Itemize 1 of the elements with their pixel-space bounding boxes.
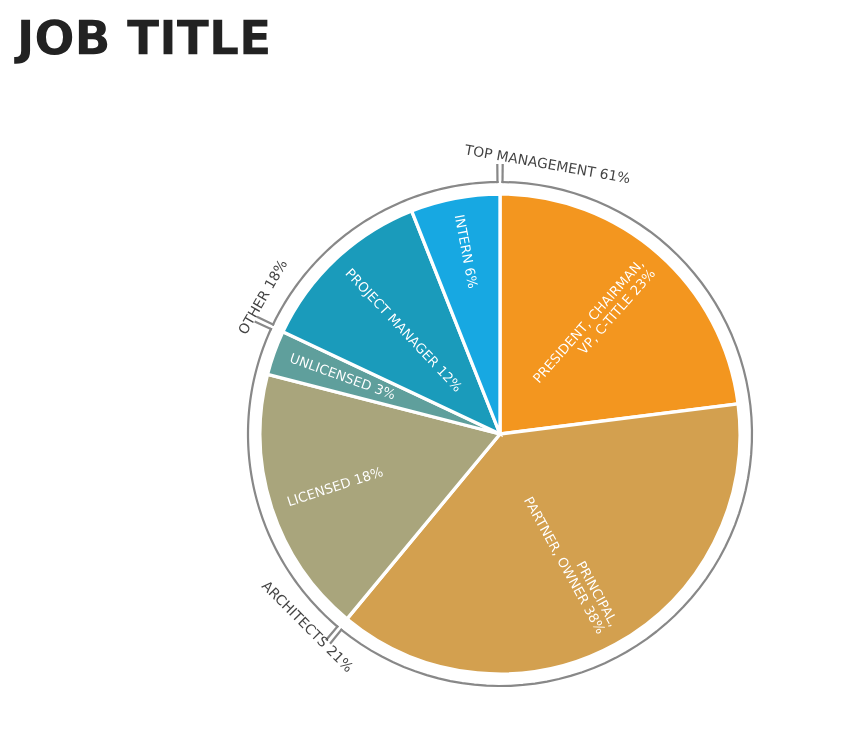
chart-title: JOB TITLE bbox=[14, 19, 268, 64]
